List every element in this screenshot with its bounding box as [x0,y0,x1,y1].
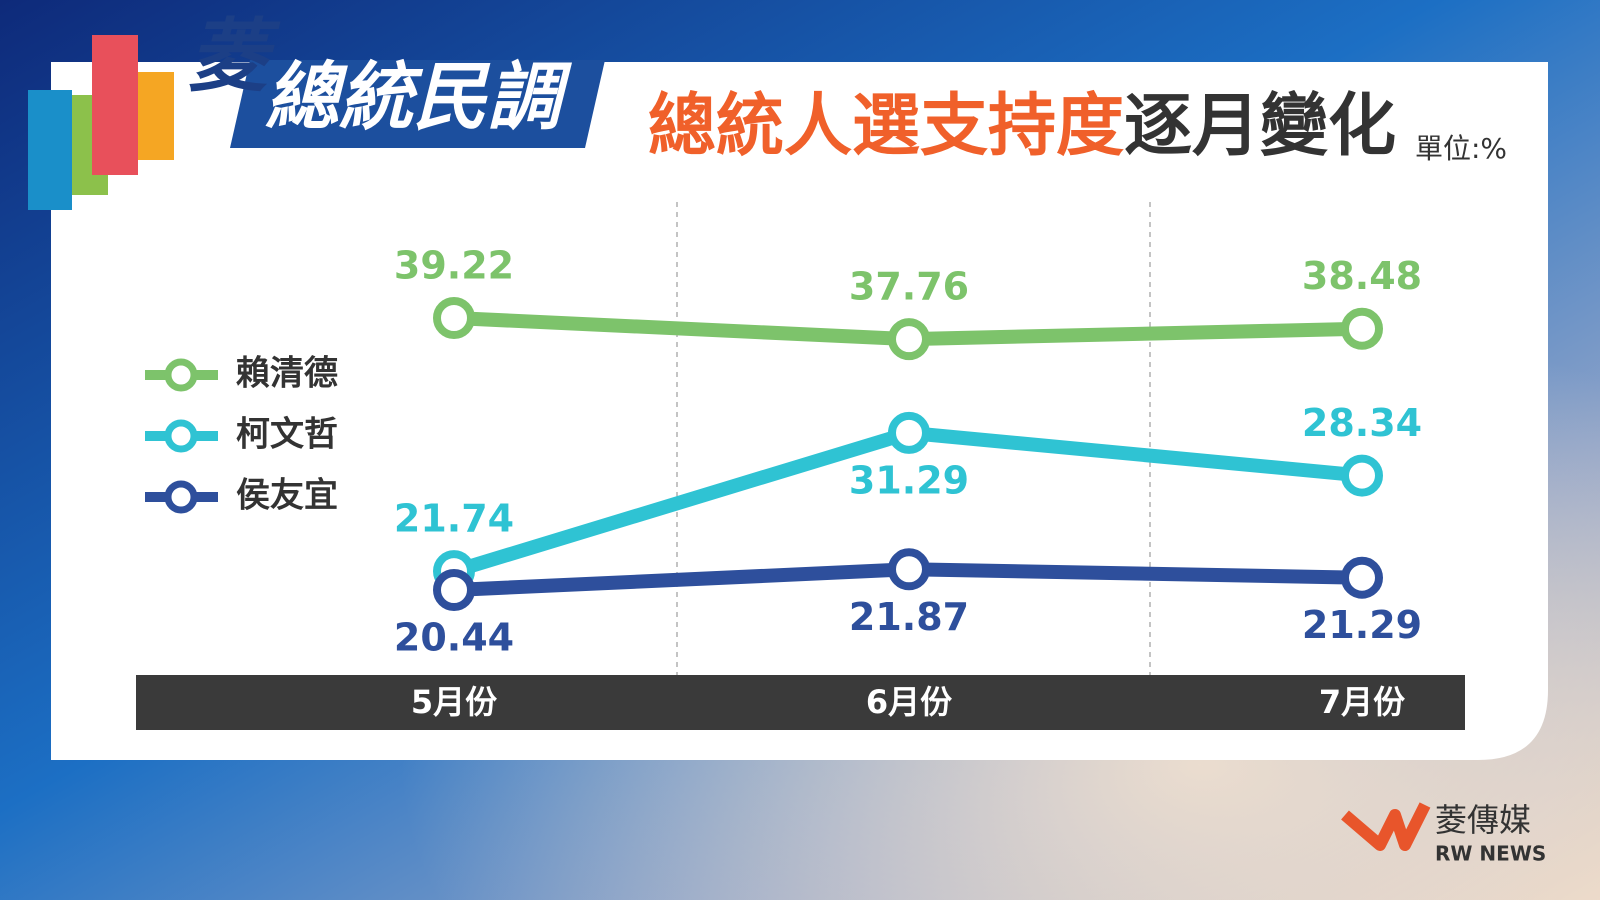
data-label: 39.22 [394,244,514,288]
data-point [433,569,475,611]
badge-text: 總統民調 [265,55,573,141]
x-tick-label: 7月份 [1319,683,1405,721]
category-band [136,675,1465,730]
title-highlight: 總統人選支持度 [648,87,1124,166]
data-point [433,297,475,339]
data-label: 37.76 [849,265,969,309]
unit-label: 單位:% [1415,132,1507,165]
logo-mark [1341,802,1431,851]
title-rest: 逐月變化 [1124,87,1396,166]
data-point [1341,307,1383,350]
data-point [1341,556,1383,599]
data-label: 21.74 [394,497,514,541]
brand-logo: 菱傳媒 RW NEWS [1341,801,1546,866]
data-label: 38.48 [1302,254,1422,298]
x-tick-label: 5月份 [411,683,497,721]
data-label: 31.29 [849,458,969,502]
data-label: 28.34 [1302,401,1422,445]
data-point [1341,454,1383,497]
header-badge: 菱 總統民調 [28,10,605,210]
legend-label: 賴清德 [236,354,338,394]
card [51,62,1548,760]
legend-marker [164,358,198,392]
legend-marker [164,419,198,453]
legend-label: 侯友宜 [236,476,338,516]
legend-label: 柯文哲 [236,415,338,455]
icon-bar [28,90,72,210]
data-label: 20.44 [394,616,514,660]
badge-shape [230,60,605,148]
badge-mark: 菱 [188,10,281,103]
data-point [888,548,930,591]
data-label: 21.87 [849,595,969,639]
brand-name-en: RW NEWS [1435,842,1546,866]
legend-marker [164,480,198,514]
data-point [888,411,930,454]
data-label: 21.29 [1302,603,1422,647]
x-tick-label: 6月份 [866,683,952,721]
chart-title: 總統人選支持度逐月變化 [648,87,1396,166]
brand-name: 菱傳媒 [1435,801,1531,839]
data-point [888,318,930,361]
icon-bar [138,72,174,160]
icon-bar [92,35,138,175]
